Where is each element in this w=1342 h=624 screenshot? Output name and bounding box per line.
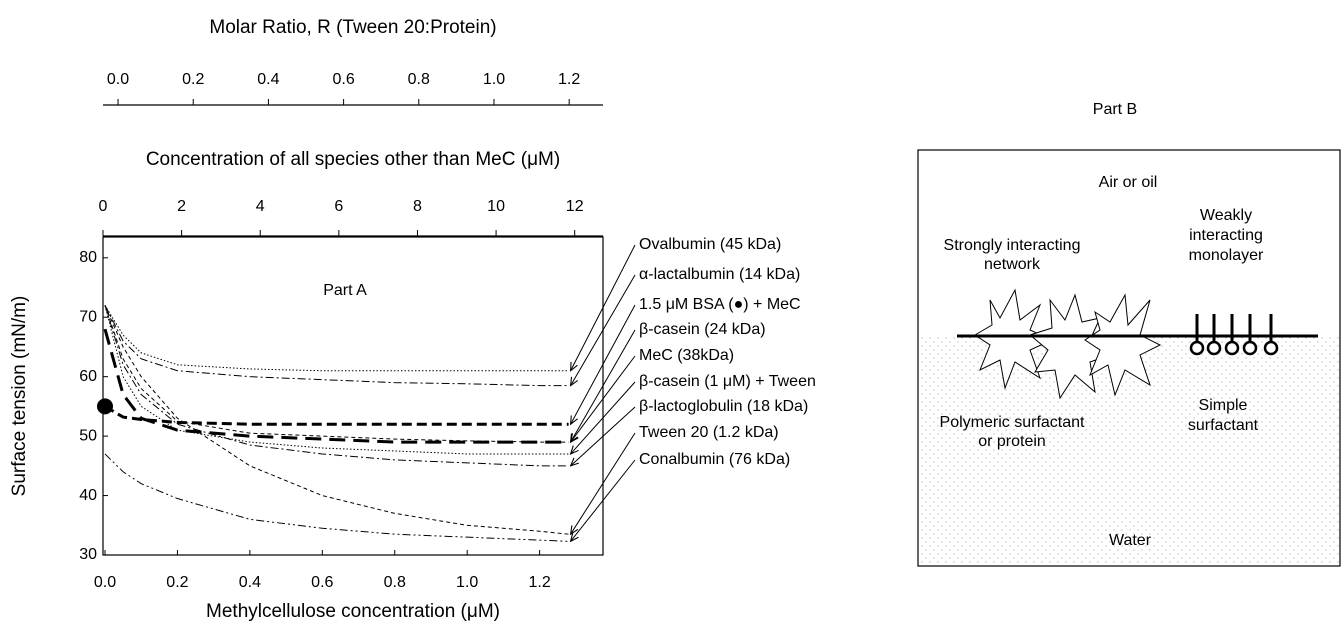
top-axis-title: Molar Ratio, R (Tween 20:Protein) [209,17,496,38]
series-label: β-casein (1 μM) + Tween [639,373,816,390]
annotation-arrow [571,406,636,466]
x-tick-label: 0.2 [166,574,188,591]
top-x-tick-label: 0.6 [332,71,354,88]
panel-label: Part A [323,282,367,299]
part-b-title: Part B [1093,101,1137,118]
protein-shape [1028,293,1112,400]
plot-frame [102,236,604,556]
top-axis-title: Concentration of all species other than … [146,149,560,170]
top-x-tick-label: 4 [256,198,265,215]
top-x-tick-label: 10 [487,198,505,215]
annotation-arrow [571,459,636,541]
top-x-tick-label: 1.2 [558,71,580,88]
simple-label: Simple surfactant [1188,397,1259,434]
series-line [104,305,569,443]
polymeric-label: Polymeric surfactant or protein [940,414,1085,450]
annotation-arrow [571,329,636,442]
series-line [104,305,569,535]
annotation-arrow [571,432,636,534]
y-tick-label: 70 [79,308,97,325]
x-tick-label: 1.0 [456,574,478,591]
top-x-tick-label: 0.2 [182,71,204,88]
water-label: Water [1109,532,1152,549]
top-x-tick-label: 0.0 [107,71,129,88]
x-axis-title: Methylcellulose concentration (μM) [206,601,500,622]
protein-shape [974,288,1054,390]
x-tick-label: 0.4 [239,574,261,591]
top-x-tick-label: 1.0 [483,71,505,88]
series-label: β-lactoglobulin (18 kDa) [639,398,808,415]
series-label: Ovalbumin (45 kDa) [639,236,781,253]
x-tick-label: 0.8 [384,574,406,591]
x-tick-label: 1.2 [528,574,550,591]
y-tick-label: 40 [79,487,97,504]
series-label: α-lactalbumin (14 kDa) [639,266,800,283]
water-region [919,336,1339,565]
series-label: MeC (38kDa) [639,347,734,364]
y-axis-title: Surface tension (mN/m) [9,296,30,497]
y-tick-label: 30 [79,546,97,563]
series-line [104,305,569,372]
x-tick-label: 0.6 [311,574,333,591]
y-tick-label: 50 [79,427,97,444]
monolayer-label: Weakly interacting monolayer [1189,207,1264,264]
top-x-tick-label: 2 [177,198,186,215]
series-label: β-casein (24 kDa) [639,321,766,338]
x-tick-label: 0.0 [94,574,116,591]
annotation-arrow [571,244,636,371]
series-line [104,453,569,542]
data-point [97,398,113,415]
y-tick-label: 60 [79,368,97,385]
series-line [104,305,569,455]
annotation-arrow [571,355,636,442]
protein-shape [1084,293,1162,397]
top-x-tick-label: 0 [99,198,108,215]
surfactant-molecules [1189,314,1279,356]
series-line [104,305,569,387]
top-x-tick-label: 8 [413,198,422,215]
top-x-tick-label: 6 [334,198,343,215]
annotation-arrow [571,274,636,386]
y-tick-label: 80 [79,249,97,266]
annotation-arrow [571,381,636,454]
top-x-tick-label: 0.4 [257,71,279,88]
top-x-tick-label: 12 [566,198,584,215]
series-line [103,328,569,444]
air-label: Air or oil [1099,174,1158,191]
series-label: Tween 20 (1.2 kDa) [639,424,779,441]
network-label: Strongly interacting network [944,237,1081,273]
series-label: 1.5 μM BSA (●) + MeC [639,296,801,313]
series-label: Conalbumin (76 kDa) [639,451,790,468]
top-x-tick-label: 0.8 [408,71,430,88]
annotation-arrow [571,304,636,424]
series-line [104,405,569,426]
